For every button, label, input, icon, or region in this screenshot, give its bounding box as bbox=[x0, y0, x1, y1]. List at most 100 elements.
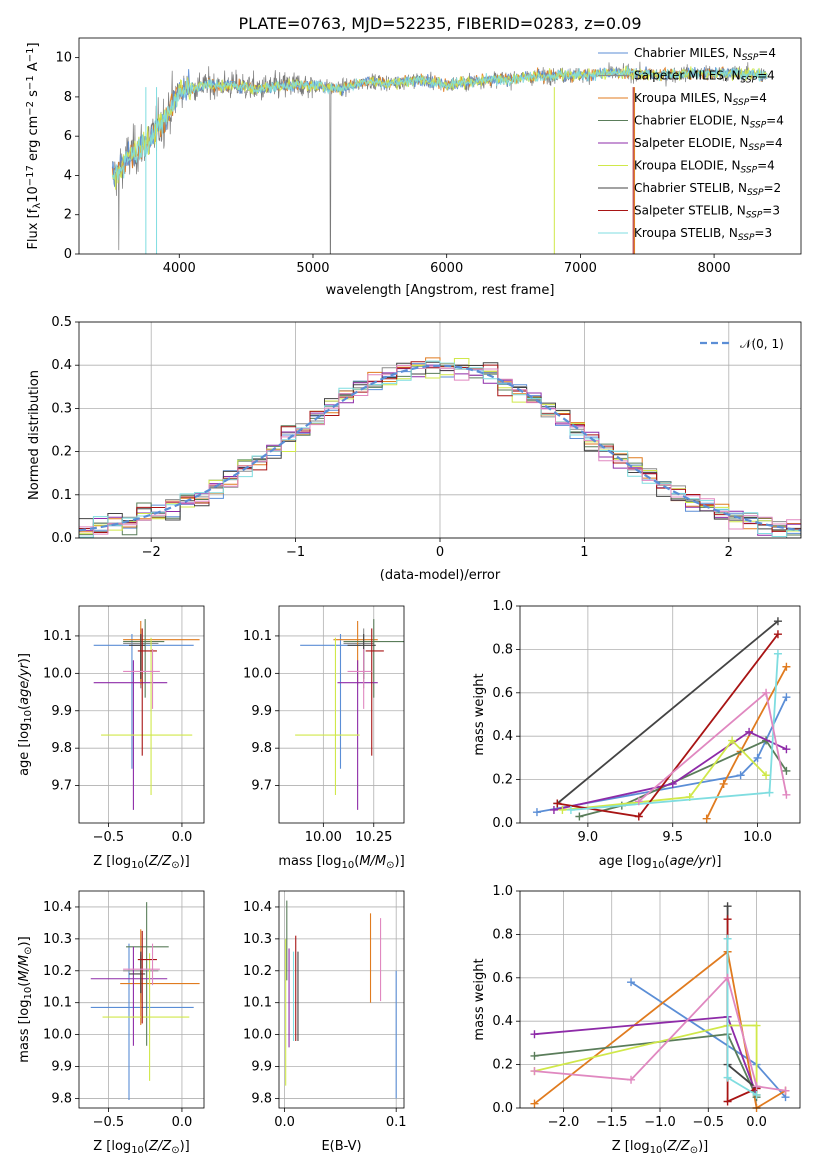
ageZ-ylabel: age [log10(age/yr)] bbox=[17, 653, 34, 776]
residual-hist-9 bbox=[79, 365, 801, 535]
weight_vs_Z-marker-8 bbox=[530, 1067, 539, 1076]
legend-label-sub: SSP bbox=[741, 165, 758, 175]
weight_vs_age-marker-6 bbox=[773, 630, 782, 639]
legend-label-count: =4 bbox=[757, 69, 775, 83]
legend-label-count: =2 bbox=[764, 181, 782, 195]
spectrum-ylabel-part: λ bbox=[32, 203, 43, 209]
mass_vs_ebv-xtick-label: 0.0 bbox=[274, 1115, 295, 1130]
legend-label: Salpeter ELODIE, NSSP=4 bbox=[634, 136, 783, 153]
massEbv-xlabel: E(B-V) bbox=[321, 1139, 361, 1154]
weight_vs_Z-series-3 bbox=[534, 1015, 758, 1096]
spectrum-xtick-label: 7000 bbox=[564, 261, 597, 276]
weight_vs_age-xtick-label: 9.5 bbox=[662, 830, 683, 845]
legend-label-name: Chabrier STELIB, N bbox=[634, 181, 747, 195]
spectrum-xtick-label: 5000 bbox=[296, 261, 329, 276]
weight_vs_Z-ytick-label: 0.8 bbox=[492, 927, 513, 942]
weight_vs_Z-marker-2 bbox=[530, 1051, 539, 1060]
weight_vs_age-series-0 bbox=[536, 696, 788, 813]
residual-ylabel: Normed distribution bbox=[27, 370, 42, 500]
ageMass-xlabel-part: ( bbox=[354, 854, 359, 869]
spectrum-ylabel-part: erg cm bbox=[26, 116, 41, 165]
ageZ-ylabel-part: age [log bbox=[17, 723, 32, 776]
normal-curve bbox=[79, 364, 801, 532]
mass_vs_ebv-ytick-label: 10.3 bbox=[243, 932, 272, 947]
massZ-xlabel-part: )] bbox=[180, 1139, 190, 1154]
age_vs_Z-frame bbox=[78, 605, 205, 824]
weight_vs_Z-ytick-label: 1.0 bbox=[492, 884, 513, 899]
ageMass-xlabel-part: )] bbox=[395, 854, 405, 869]
age_vs_Z-ytick-label: 9.9 bbox=[51, 704, 72, 719]
weightZ-xlabel-part: Z/Z bbox=[667, 1139, 691, 1154]
spectrum-ylabel-part: A bbox=[26, 62, 41, 75]
weight_vs_age-marker-7 bbox=[765, 788, 774, 797]
legend-label: Salpeter STELIB, NSSP=3 bbox=[634, 204, 780, 221]
weight_vs_age-series-5 bbox=[556, 620, 779, 805]
mass_vs_Z-ytick-label: 9.9 bbox=[51, 1060, 72, 1075]
weight_vs_Z-xtick-label: 0.0 bbox=[746, 1115, 767, 1130]
age_vs_mass-ytick-label: 9.7 bbox=[251, 779, 272, 794]
weight_vs_age-series-1 bbox=[705, 666, 788, 820]
ageZ-xlabel-part: Z/Z bbox=[148, 854, 172, 869]
age_vs_Z-xtick-label: 0.0 bbox=[172, 830, 193, 845]
weight_vs_age-marker-6 bbox=[553, 799, 562, 808]
weight_vs_age-series-3 bbox=[553, 730, 787, 811]
weight_vs_Z-xtick-label: −1.5 bbox=[596, 1115, 628, 1130]
weight_vs_age-frame bbox=[519, 605, 801, 824]
weight_vs_Z-marker-6 bbox=[723, 1097, 732, 1106]
weight_vs_age-marker-1 bbox=[719, 779, 728, 788]
spectrum-ylabel-part: Flux [f bbox=[26, 208, 41, 249]
weight_vs_Z-marker-5 bbox=[723, 902, 732, 911]
ageMass-xlabel: mass [log10(M/M⊙)] bbox=[278, 854, 404, 871]
residuals-frame bbox=[78, 321, 802, 539]
weight_vs_Z-series-6 bbox=[726, 919, 757, 1103]
legend-label-sub: SSP bbox=[748, 143, 765, 153]
ageMass-xlabel-part: M/M bbox=[359, 854, 386, 869]
ageMass-xlabel-part: 10 bbox=[342, 860, 355, 871]
residuals-ytick-label: 0.5 bbox=[51, 315, 72, 330]
legend-label-name: Salpeter STELIB, N bbox=[634, 204, 746, 218]
weight_vs_age-marker-3 bbox=[549, 805, 558, 814]
weight_vs_age-ytick-label: 1.0 bbox=[492, 599, 513, 614]
massZ-xlabel-part: Z/Z bbox=[148, 1139, 172, 1154]
massZ-ylabel: mass [log10(M/M⊙)] bbox=[17, 936, 34, 1062]
massZ-ylabel-part: 10 bbox=[23, 987, 34, 1000]
weight_vs_Z-marker-8 bbox=[723, 973, 732, 982]
legend-label-name: Chabrier MILES, N bbox=[634, 46, 742, 60]
spectrum-ytick-label: 8 bbox=[64, 90, 72, 105]
weight_vs_Z-ytick-label: 0.0 bbox=[492, 1101, 513, 1116]
legend-label-sub: SSP bbox=[742, 53, 759, 63]
spectrum-xlabel: wavelength [Angstrom, rest frame] bbox=[326, 283, 555, 298]
ageZ-ylabel-part: )] bbox=[17, 653, 32, 663]
residuals-ytick-label: 0.0 bbox=[51, 531, 72, 546]
spectrum-frame bbox=[78, 37, 802, 255]
weight_vs_age-marker-4 bbox=[728, 736, 737, 745]
residuals-ytick-label: 0.2 bbox=[51, 445, 72, 460]
weight_vs_age-marker-0 bbox=[753, 753, 762, 762]
legend-label-sub: SSP bbox=[750, 120, 767, 130]
spectrum-ytick-label: 6 bbox=[64, 129, 72, 144]
weightAge-xlabel-part: ( bbox=[665, 854, 670, 869]
weight_vs_age-marker-8 bbox=[762, 688, 771, 697]
weight_vs_Z-marker-0 bbox=[627, 978, 636, 987]
legend-label-count: =4 bbox=[749, 91, 767, 105]
residuals-ytick-label: 0.3 bbox=[51, 401, 72, 416]
mass_vs_ebv-xtick-label: 0.1 bbox=[386, 1115, 407, 1130]
age_vs_mass-frame bbox=[278, 605, 405, 824]
ageZ-xlabel-part: ( bbox=[144, 854, 149, 869]
spectrum-ylabel: Flux [fλ10−17 erg cm−2 s−1 A−1] bbox=[25, 42, 43, 249]
legend-label-count: =3 bbox=[754, 226, 772, 240]
weight_vs_age-marker-2 bbox=[782, 766, 791, 775]
legend-label-count: =4 bbox=[765, 136, 783, 150]
mass_vs_Z-axes bbox=[75, 891, 204, 1112]
weight_vs_age-marker-3 bbox=[782, 745, 791, 754]
age_vs_mass-ytick-label: 9.8 bbox=[251, 741, 272, 756]
weight_vs_age-marker-5 bbox=[773, 617, 782, 626]
spectrum-ylabel-part: −2 bbox=[25, 101, 36, 116]
weight_vs_age-marker-4 bbox=[558, 805, 567, 814]
weightZ-xlabel-part: ⊙ bbox=[690, 1145, 698, 1156]
legend-label-sub: SSP bbox=[747, 188, 764, 198]
age_vs_mass-ytick-label: 10.1 bbox=[243, 629, 272, 644]
massZ-xlabel-part: ⊙ bbox=[171, 1145, 179, 1156]
weight_vs_age-marker-3 bbox=[668, 779, 677, 788]
